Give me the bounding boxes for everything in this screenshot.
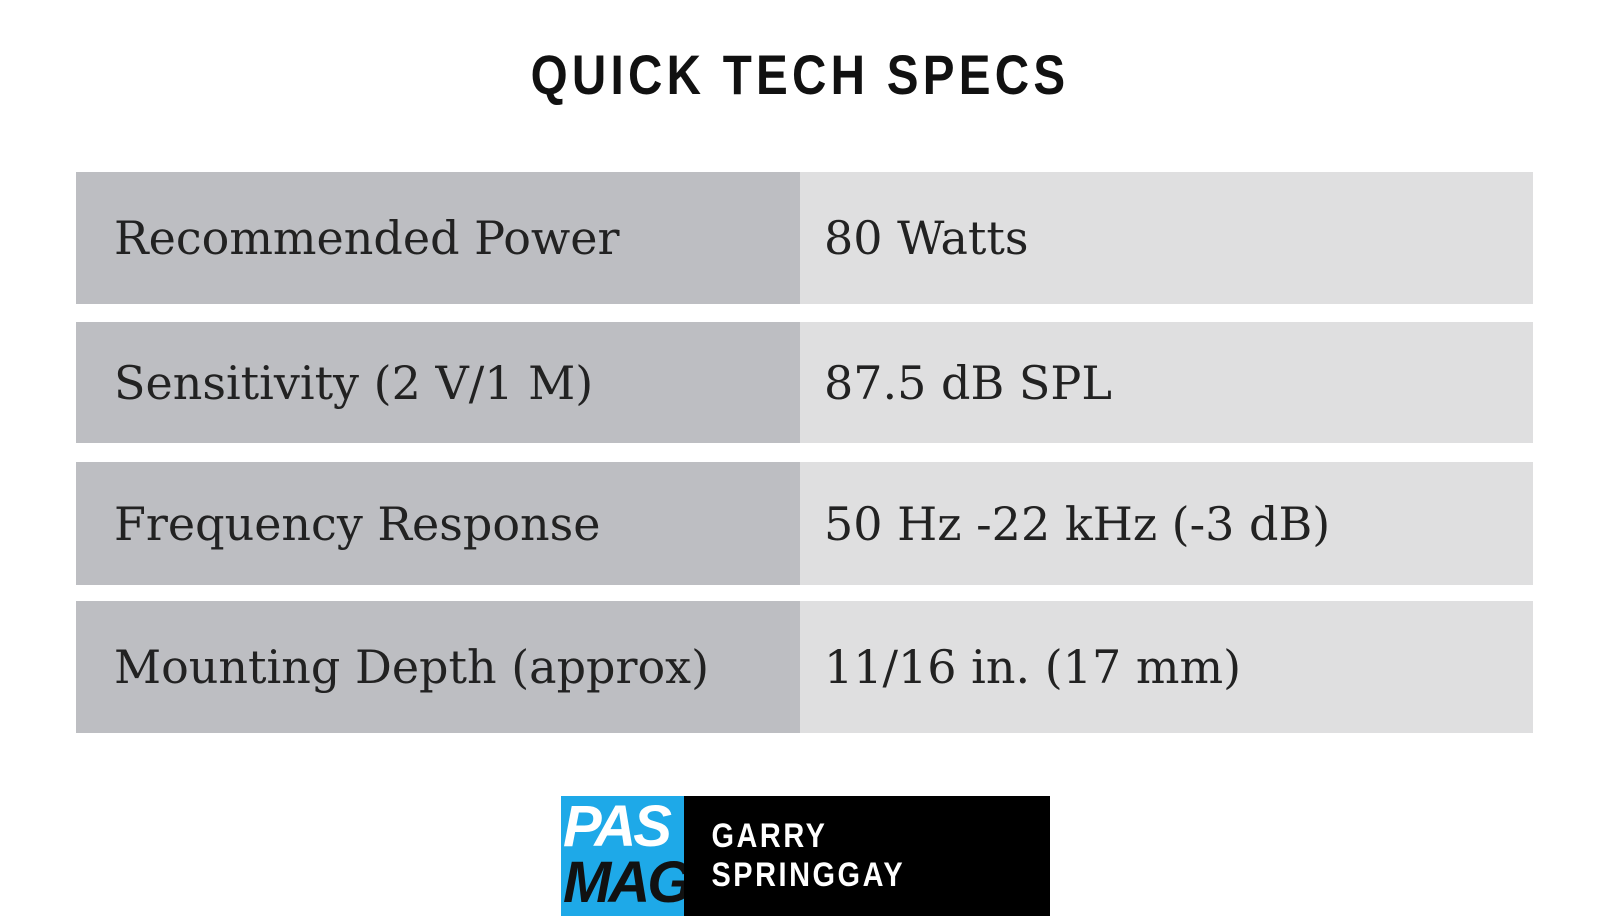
spec-label: Sensitivity (2 V/1 M): [76, 322, 800, 443]
author: GARRY SPRINGGAY: [711, 817, 906, 894]
spec-value: 11/16 in. (17 mm): [800, 601, 1533, 733]
spec-row: Frequency Response 50 Hz -22 kHz (-3 dB): [76, 462, 1533, 585]
spec-row: Mounting Depth (approx) 11/16 in. (17 mm): [76, 601, 1533, 733]
spec-value: 50 Hz -22 kHz (-3 dB): [800, 462, 1533, 585]
logo-bottom: MAG: [563, 850, 684, 915]
spec-value: 87.5 dB SPL: [800, 322, 1533, 443]
spec-row: Sensitivity (2 V/1 M) 87.5 dB SPL: [76, 322, 1533, 443]
author-box: GARRY SPRINGGAY: [684, 796, 1050, 916]
logo-top: PAS: [563, 796, 672, 859]
title: QUICK TECH SPECS: [530, 43, 1070, 106]
spec-label: Frequency Response: [76, 462, 800, 585]
spec-value: 80 Watts: [800, 172, 1533, 304]
spec-row: Recommended Power 80 Watts: [76, 172, 1533, 304]
spec-label: Recommended Power: [76, 172, 800, 304]
logo: PAS MAG: [561, 796, 684, 916]
spec-label: Mounting Depth (approx): [76, 601, 800, 733]
